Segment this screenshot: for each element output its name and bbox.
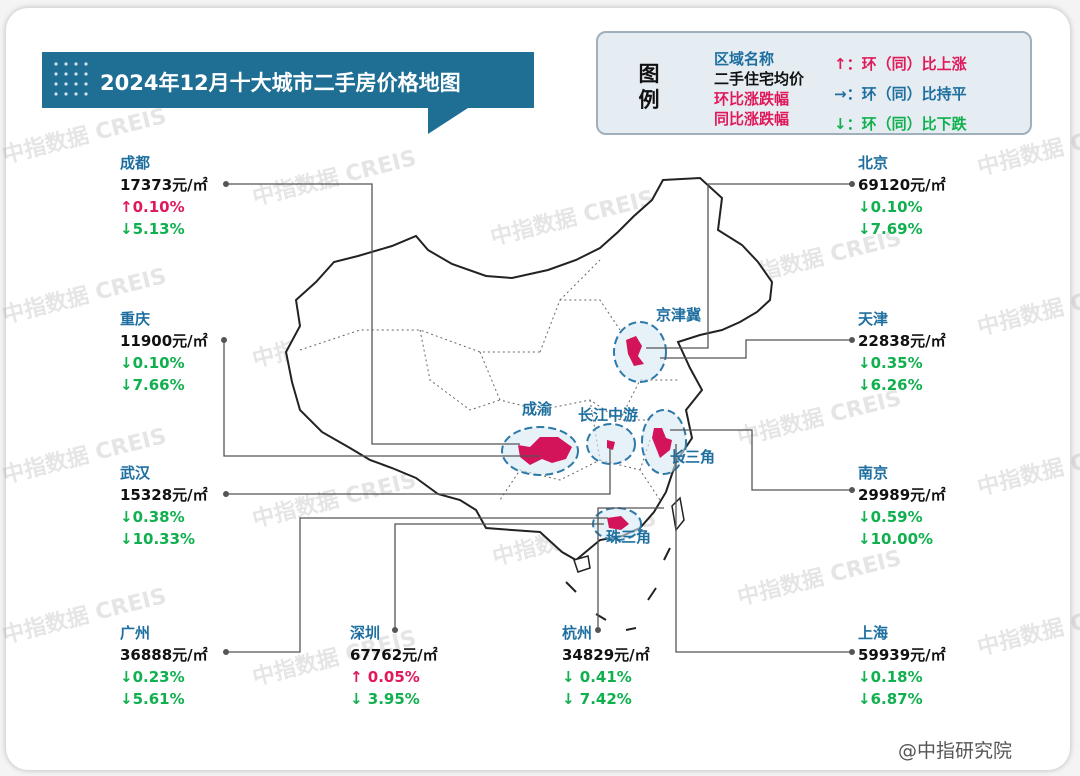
- city-name: 成都: [120, 154, 151, 172]
- city-mom: ↓0.38%: [120, 508, 185, 526]
- region-label-jingjinji: 京津冀: [656, 306, 701, 324]
- city-yoy: ↓7.66%: [120, 376, 185, 394]
- city-mom: ↓0.10%: [858, 198, 923, 216]
- city-yoy: ↓10.33%: [120, 530, 196, 548]
- legend-region-name: 区域名称: [714, 50, 775, 68]
- city-mom: ↑ 0.05%: [350, 668, 420, 686]
- city-price: 69120元/㎡: [858, 176, 946, 194]
- legend-box: 图例 区域名称 二手住宅均价 环比涨跌幅 同比涨跌幅 ↑：环（同）比上涨 →：环…: [596, 31, 1032, 135]
- city-hangzhou: 杭州 34829元/㎡ ↓ 0.41% ↓ 7.42%: [562, 622, 650, 710]
- city-name: 深圳: [350, 624, 381, 642]
- city-shenzhen: 深圳 67762元/㎡ ↑ 0.05% ↓ 3.95%: [350, 622, 438, 710]
- legend-heading: 图例: [638, 62, 660, 112]
- city-yoy: ↓5.61%: [120, 690, 185, 708]
- legend-down: ↓：环（同）比下跌: [834, 115, 967, 133]
- city-guangzhou: 广州 36888元/㎡ ↓0.23% ↓5.61%: [120, 622, 208, 710]
- city-mom: ↓0.35%: [858, 354, 923, 372]
- region-chengyu: [501, 426, 579, 476]
- legend-arrows: ↑：环（同）比上涨 →：环（同）比持平 ↓：环（同）比下跌: [834, 49, 967, 139]
- city-name: 上海: [858, 624, 889, 642]
- region-label-changsanjiao: 长三角: [670, 448, 715, 466]
- city-price: 17373元/㎡: [120, 176, 208, 194]
- city-yoy: ↓5.13%: [120, 220, 185, 238]
- city-chengdu: 成都 17373元/㎡ ↑0.10% ↓5.13%: [120, 152, 208, 240]
- hainan-island: [573, 555, 591, 573]
- city-name: 广州: [120, 624, 151, 642]
- city-name: 武汉: [120, 464, 151, 482]
- region-changjiang-zhongyou: [586, 423, 636, 465]
- city-price: 22838元/㎡: [858, 332, 946, 350]
- city-yoy: ↓10.00%: [858, 530, 934, 548]
- south-sea-line: [565, 547, 671, 631]
- city-price: 36888元/㎡: [120, 646, 208, 664]
- city-name: 南京: [858, 464, 889, 482]
- city-yoy: ↓6.26%: [858, 376, 923, 394]
- city-price: 29989元/㎡: [858, 486, 946, 504]
- connector-dots: [221, 181, 855, 655]
- city-name: 天津: [858, 310, 889, 328]
- region-label-changjiang: 长江中游: [578, 406, 638, 424]
- city-shanghai: 上海 59939元/㎡ ↓0.18% ↓6.87%: [858, 622, 946, 710]
- legend-fields: 区域名称 二手住宅均价 环比涨跌幅 同比涨跌幅: [714, 49, 804, 129]
- city-price: 67762元/㎡: [350, 646, 438, 664]
- city-mom: ↓0.18%: [858, 668, 923, 686]
- city-wuhan: 武汉 15328元/㎡ ↓0.38% ↓10.33%: [120, 462, 208, 550]
- city-nanjing: 南京 29989元/㎡ ↓0.59% ↓10.00%: [858, 462, 946, 550]
- city-price: 59939元/㎡: [858, 646, 946, 664]
- city-mom: ↑0.10%: [120, 198, 185, 216]
- china-outline: [284, 176, 774, 562]
- city-chongqing: 重庆 11900元/㎡ ↓0.10% ↓7.66%: [120, 308, 208, 396]
- legend-mom: 环比涨跌幅: [714, 90, 790, 108]
- page-title: 2024年12月十大城市二手房价格地图: [100, 71, 461, 95]
- region-changsanjiao: [641, 409, 687, 475]
- city-price: 11900元/㎡: [120, 332, 208, 350]
- legend-up: ↑：环（同）比上涨: [834, 55, 967, 73]
- legend-avg-price: 二手住宅均价: [714, 70, 805, 88]
- city-price: 34829元/㎡: [562, 646, 650, 664]
- city-yoy: ↓6.87%: [858, 690, 923, 708]
- region-label-zhusanjiao: 珠三角: [606, 528, 651, 546]
- footer-source: @中指研究院: [898, 740, 1013, 762]
- taiwan-island: [671, 496, 685, 532]
- city-tianjin: 天津 22838元/㎡ ↓0.35% ↓6.26%: [858, 308, 946, 396]
- region-label-chengyu: 成渝: [522, 400, 553, 418]
- legend-flat: →：环（同）比持平: [834, 85, 967, 103]
- city-mom: ↓0.10%: [120, 354, 185, 372]
- legend-yoy: 同比涨跌幅: [714, 110, 790, 128]
- province-borders: [299, 259, 680, 501]
- city-mom: ↓0.59%: [858, 508, 923, 526]
- city-beijing: 北京 69120元/㎡ ↓0.10% ↓7.69%: [858, 152, 946, 240]
- region-jingjinji: [613, 321, 667, 383]
- city-yoy: ↓ 3.95%: [350, 690, 420, 708]
- city-mom: ↓ 0.41%: [562, 668, 632, 686]
- city-mom: ↓0.23%: [120, 668, 185, 686]
- city-name: 重庆: [120, 310, 151, 328]
- city-yoy: ↓7.69%: [858, 220, 923, 238]
- title-banner: [42, 52, 534, 134]
- city-price: 15328元/㎡: [120, 486, 208, 504]
- city-name: 杭州: [562, 624, 593, 642]
- connector-lines: [223, 183, 852, 653]
- city-name: 北京: [858, 154, 889, 172]
- city-yoy: ↓ 7.42%: [562, 690, 632, 708]
